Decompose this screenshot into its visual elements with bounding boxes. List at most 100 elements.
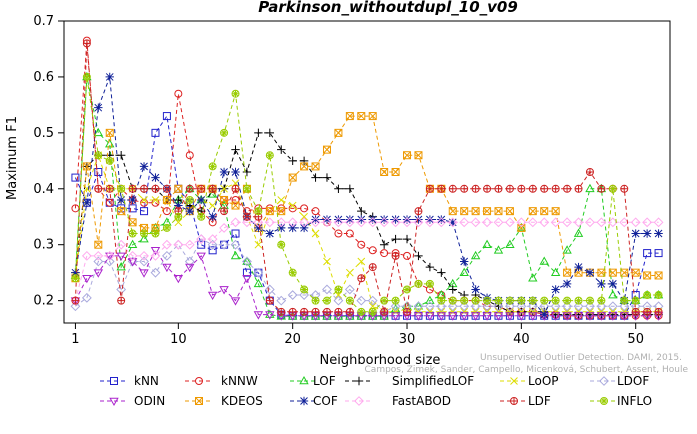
data-point-inflo [414,279,423,288]
data-point-odin [448,312,458,321]
data-point-fastabod [344,217,355,228]
data-point-ldf [563,184,572,193]
data-point-odin [550,312,561,321]
data-point-simplifiedlof [254,128,263,138]
legend: kNN kNNW LOF SimplifiedLOF LoOP LDOF ODIN KDEOS… [100,374,652,408]
data-point-inflo [608,184,617,193]
data-point-simplifiedlof [379,240,389,249]
data-point-odin [390,312,401,321]
data-point-cof [574,262,583,272]
data-point-cof [631,229,640,238]
legend-label-ldof: LDOF [617,374,649,388]
data-point-fastabod [81,250,92,261]
legend-marker-knnw [195,377,203,385]
data-point-loop [586,307,594,316]
data-point-cof [208,212,217,221]
series-line-knn [74,114,659,317]
y-tick-label: 0.7 [33,14,54,29]
data-point-odin [516,312,527,321]
data-point-ldf [540,184,549,193]
data-point-ldof [562,301,573,312]
y-tick-label: 0.5 [33,126,54,141]
x-axis: 1 10 20 30 40 50 [71,323,644,347]
data-point-ldof [264,284,275,295]
data-point-fastabod [150,250,161,261]
data-point-inflo [574,296,583,305]
data-point-ldf [471,184,480,193]
data-point-loop [220,184,228,193]
data-point-ldf [597,184,606,193]
y-tick-label: 0.4 [33,182,54,197]
data-point-odin [425,312,435,321]
data-point-kdeos [94,240,103,249]
data-point-odin [505,312,515,321]
data-point-inflo [448,296,457,305]
series-layer [70,36,664,321]
data-point-knnw [334,229,343,238]
data-point-kdeos [277,207,286,216]
data-point-kdeos [643,271,652,280]
data-point-loop [357,257,366,266]
data-point-odin [528,312,538,321]
data-point-ldf [483,184,492,193]
data-point-knn [197,240,206,249]
data-point-kdeos [563,268,572,277]
data-point-lof [585,183,595,193]
data-point-fastabod [299,217,310,228]
data-point-odin [82,274,92,284]
data-point-odin [608,312,618,321]
data-point-inflo [597,296,606,305]
data-point-ldf [197,184,206,193]
data-point-ldof [516,301,527,312]
data-point-kdeos [288,173,297,182]
data-point-knnw [231,195,240,204]
legend-item-cof: COF [290,394,338,408]
y-tick-label: 0.3 [33,238,54,253]
legend-item-odin: ODIN [100,394,165,408]
data-point-ldof [596,301,607,312]
data-point-ldf [391,251,400,260]
data-point-kdeos [505,207,514,216]
data-point-cof [71,268,80,277]
data-point-ldf [231,184,240,193]
x-axis-label: Neighborhood size [320,353,441,368]
data-point-inflo [94,151,103,160]
data-point-inflo [540,296,549,305]
data-point-fastabod [413,217,424,228]
data-point-knnw [311,207,320,216]
data-point-lof [230,250,241,260]
data-point-loop [208,201,217,210]
data-point-inflo [528,296,537,305]
data-point-inflo [231,89,240,98]
data-point-fastabod [207,234,218,245]
data-point-lof [562,245,572,254]
data-point-ldof [459,301,470,312]
data-point-fastabod [505,217,515,228]
legend-label-loop: LoOP [528,374,559,388]
data-point-ldof [287,290,298,300]
data-point-ldf [380,307,389,316]
data-point-loop [448,307,457,316]
legend-label-knn: kNN [134,374,159,388]
legend-marker-inflo [600,397,608,405]
data-point-odin [619,312,629,321]
series-knnw [71,36,663,320]
data-point-kdeos [334,128,343,137]
data-point-lof [127,239,138,249]
data-point-ldf [643,307,652,316]
data-point-ldf [242,212,251,221]
data-point-ldof [219,239,229,250]
data-point-inflo [357,307,366,316]
legend-item-knnw: kNNW [185,374,258,388]
data-point-ldf [265,296,274,305]
data-point-fastabod [390,217,401,228]
data-point-fastabod [242,217,252,228]
data-point-inflo [117,184,126,193]
series-line-ldof [75,238,659,313]
data-point-inflo [437,296,446,305]
data-point-simplifiedlof [425,262,435,272]
data-point-ldof [344,284,355,295]
data-point-cof [174,201,183,210]
data-point-inflo [471,296,480,305]
data-point-ldf [300,307,309,316]
